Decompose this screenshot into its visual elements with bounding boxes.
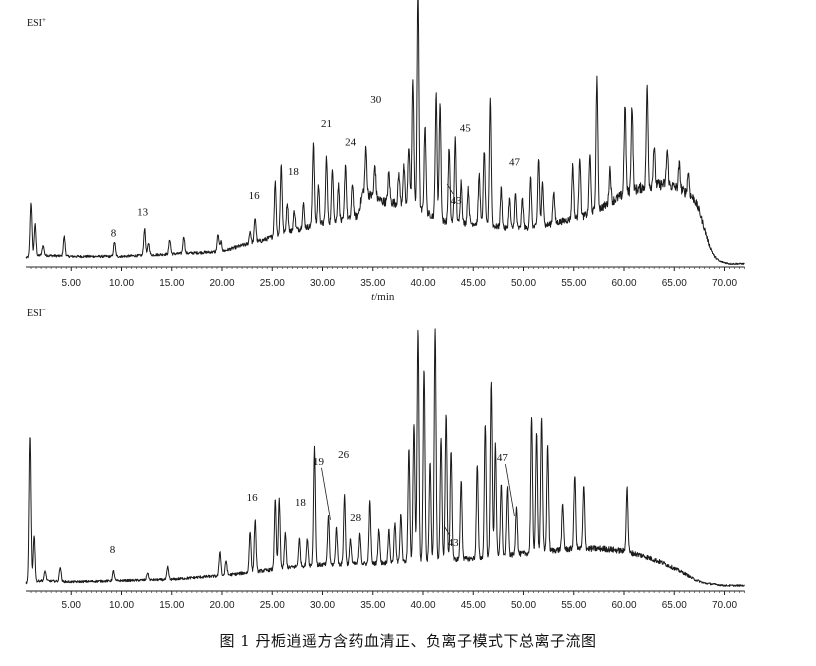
peak-label: 24 [345,136,357,148]
ionization-mode-sign: + [42,16,46,24]
x-tick-label: 35.00 [360,278,385,289]
x-tick-label: 30.00 [310,278,335,289]
peak-label: 47 [509,156,521,168]
x-tick-label: 55.00 [561,600,586,611]
x-tick-label: 15.00 [159,278,184,289]
peak-label: 43 [448,537,460,549]
peak-label: 19 [313,456,325,468]
x-tick-label: 25.00 [260,278,285,289]
peak-label: 43 [451,195,463,207]
ionization-mode-label: ESI− [27,306,46,319]
x-tick-label: 40.00 [410,278,435,289]
x-tick-label: 40.00 [410,600,435,611]
x-axis-title-variable: t [371,291,375,303]
x-tick-label: 65.00 [662,600,687,611]
peak-label: 28 [350,512,362,524]
peak-label: 45 [460,122,472,134]
x-tick-label: 10.00 [109,600,134,611]
x-tick-label: 60.00 [611,278,636,289]
peak-leader-line [443,525,451,537]
peak-label: 16 [249,190,261,202]
ionization-mode-sign: − [42,306,46,314]
x-tick-label: 65.00 [662,278,687,289]
x-tick-label: 5.00 [62,278,82,289]
ionization-mode-label: ESI+ [27,16,46,29]
peak-label: 8 [110,544,116,556]
figure-caption: 图 1 丹栀逍遥方含药血清正、负离子模式下总离子流图 [219,632,597,650]
peak-leader-line [321,467,331,520]
x-tick-label: 35.00 [360,600,385,611]
x-tick-label: 30.00 [310,600,335,611]
x-tick-label: 50.00 [511,600,536,611]
peak-label: 16 [247,492,259,504]
peak-label: 18 [288,166,300,178]
x-tick-label: 20.00 [209,600,234,611]
peak-label: 26 [338,449,350,461]
peak-label: 18 [295,497,307,509]
x-tick-label: 45.00 [461,600,486,611]
x-tick-label: 60.00 [611,600,636,611]
peak-label: 47 [497,452,509,464]
x-tick-label: 70.00 [712,278,737,289]
x-tick-label: 55.00 [561,278,586,289]
x-tick-label: 10.00 [109,278,134,289]
x-tick-label: 45.00 [461,278,486,289]
tic-trace-esi-positive [25,0,745,265]
x-axis-title-unit: /min [374,291,395,303]
peak-leader-line [505,463,515,517]
x-tick-label: 5.00 [62,600,82,611]
x-tick-label: 25.00 [260,600,285,611]
x-tick-label: 20.00 [209,278,234,289]
x-tick-label: 15.00 [159,600,184,611]
peak-leader-line [446,183,454,195]
x-tick-label: 70.00 [712,600,737,611]
peak-label: 13 [137,206,149,218]
tic-chart: 5.00 10.00 15.00 20.00 25.00 30.00 35.00 40.00 4… [25,0,745,611]
x-axis-title: t/min [371,291,395,303]
peak-label: 21 [321,118,332,130]
x-tick-label: 50.00 [511,278,536,289]
tic-trace-esi-negative [25,328,745,587]
peak-label: 30 [370,94,382,106]
peak-label: 8 [111,227,117,239]
